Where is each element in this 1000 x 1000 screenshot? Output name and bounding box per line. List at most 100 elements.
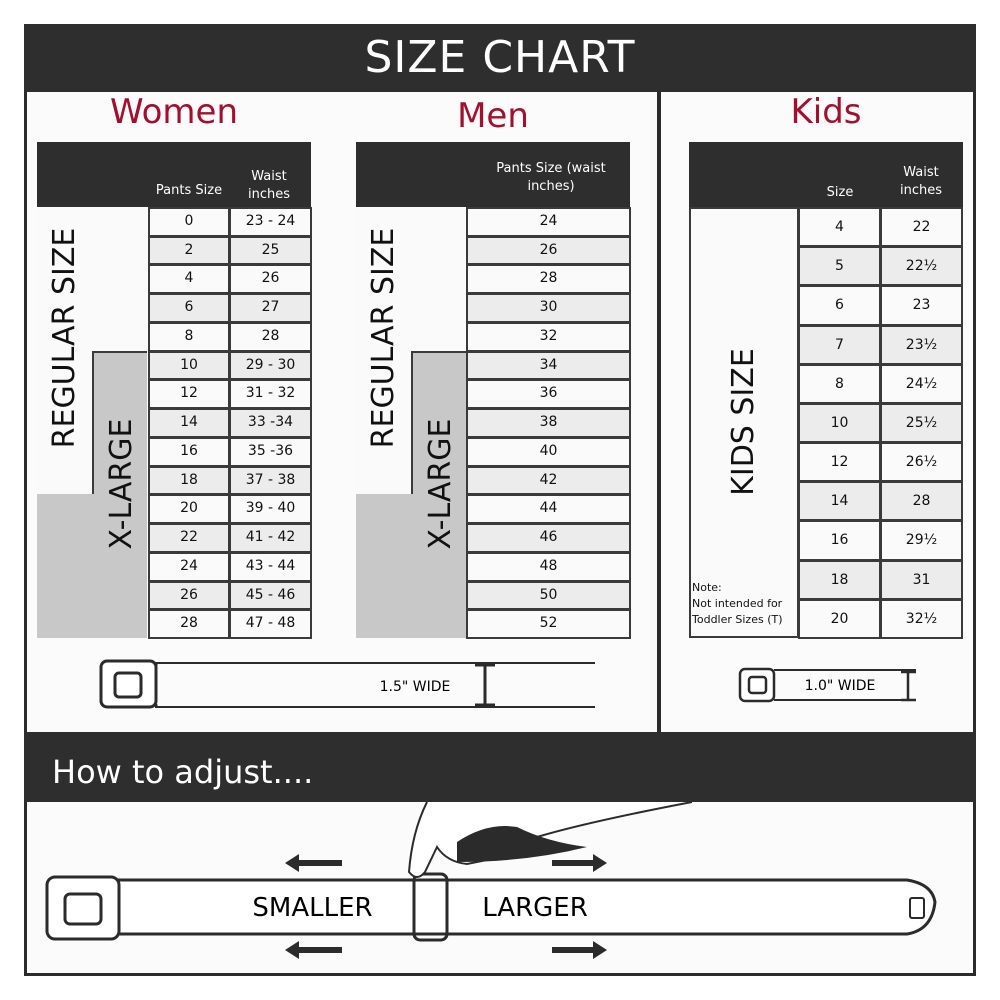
women-pants-size-cell: 12 (148, 379, 230, 410)
kids-size-cell: 4 (798, 207, 881, 248)
women-waist-cell: 35 -36 (229, 436, 312, 467)
kids-size-cell: 16 (798, 520, 881, 561)
women-waist-cell: 45 - 46 (229, 580, 312, 611)
kids-col-size: Size (826, 185, 854, 200)
men-pants-size-cell: 28 (466, 264, 631, 295)
kids-size-cell: 6 (798, 285, 881, 326)
women-waist-cell: 43 - 44 (229, 551, 312, 582)
kids-waist-cell: 28 (880, 481, 963, 522)
women-title: Women (109, 92, 238, 132)
hand-icon (407, 802, 693, 878)
women-pants-size-cell: 24 (148, 551, 230, 582)
page-title: SIZE CHART (24, 24, 976, 92)
women-col-waist: Waist inches (247, 169, 290, 202)
women-pants-size-cell: 18 (148, 465, 230, 496)
men-pants-size-cell: 24 (466, 207, 631, 237)
women-waist-cell: 26 (229, 264, 312, 295)
kids-waist-cell: 31 (880, 559, 963, 600)
kids-waist-cell: 32½ (880, 598, 963, 639)
kids-note: Note: Not intended for Toddler Sizes (T) (692, 580, 797, 628)
men-xlarge-label: X-LARGE (423, 418, 458, 550)
arrow-left-icon (285, 854, 342, 872)
men-pants-size-cell: 44 (466, 494, 631, 525)
women-pants-size-cell: 22 (148, 523, 230, 553)
women-xlarge-label: X-LARGE (104, 418, 139, 550)
smaller-label: SMALLER (252, 893, 373, 923)
kids-table-header: Size Waist inches (689, 142, 963, 207)
women-waist-cell: 31 - 32 (229, 379, 312, 410)
kids-size-label: KIDS SIZE (726, 348, 761, 496)
men-pants-size-cell: 30 (466, 293, 631, 323)
women-table-header: Pants Size Waist inches (37, 142, 311, 207)
women-waist-cell: 29 - 30 (229, 350, 312, 381)
kids-size-cell: 7 (798, 324, 881, 365)
men-table-header: Pants Size (waist inches) (356, 142, 630, 207)
kids-waist-cell: 29½ (880, 520, 963, 561)
adjust-heading: How to adjust.... (24, 732, 976, 802)
men-pants-size-cell: 42 (466, 465, 631, 496)
women-pants-size-cell: 4 (148, 264, 230, 295)
arrow-left-icon (285, 941, 342, 959)
women-pants-size-cell: 20 (148, 494, 230, 525)
kids-waist-cell: 22½ (880, 246, 963, 287)
adult-belt-illustration (99, 659, 595, 709)
men-title: Men (457, 96, 529, 136)
larger-label: LARGER (482, 893, 588, 923)
kids-col-waist: Waist inches (899, 165, 942, 198)
women-waist-cell: 47 - 48 (229, 609, 312, 639)
arrow-right-icon (552, 854, 607, 872)
kids-size-cell: 18 (798, 559, 881, 600)
kids-size-cell: 5 (798, 246, 881, 287)
men-pants-size-cell: 40 (466, 436, 631, 467)
kids-waist-cell: 26½ (880, 442, 963, 483)
kids-size-cell: 14 (798, 481, 881, 522)
adjust-illustration (45, 802, 937, 959)
women-pants-size-cell: 26 (148, 580, 230, 611)
women-regular-label: REGULAR SIZE (47, 227, 82, 449)
arrow-right-icon (552, 941, 607, 959)
kids-waist-cell: 23½ (880, 324, 963, 365)
men-col-pants-size: Pants Size (waist inches) (496, 161, 606, 194)
kids-size-cell: 8 (798, 363, 881, 404)
women-pants-size-cell: 10 (148, 350, 230, 381)
men-pants-size-cell: 38 (466, 408, 631, 438)
women-waist-cell: 33 -34 (229, 408, 312, 438)
kids-size-cell: 12 (798, 442, 881, 483)
men-pants-size-cell: 34 (466, 350, 631, 381)
kids-note-title: Note: (692, 581, 722, 594)
kids-title: Kids (790, 92, 862, 132)
women-pants-size-cell: 6 (148, 293, 230, 323)
women-pants-size-cell: 16 (148, 436, 230, 467)
men-pants-size-cell: 46 (466, 523, 631, 553)
women-pants-size-cell: 28 (148, 609, 230, 639)
women-waist-cell: 39 - 40 (229, 494, 312, 525)
kids-note-text: Not intended for Toddler Sizes (T) (692, 597, 783, 626)
adult-belt-width: 1.5" WIDE (379, 679, 451, 695)
women-waist-cell: 23 - 24 (229, 207, 312, 237)
section-divider (657, 92, 661, 732)
women-waist-cell: 25 (229, 235, 312, 266)
adjuster-loop-icon (412, 872, 449, 942)
women-pants-size-cell: 8 (148, 321, 230, 352)
kids-size-cell: 10 (798, 402, 881, 444)
men-pants-size-cell: 48 (466, 551, 631, 582)
men-regular-label: REGULAR SIZE (366, 227, 401, 449)
kids-belt-width: 1.0" WIDE (804, 678, 876, 694)
kids-waist-cell: 23 (880, 285, 963, 326)
women-col-pants-size: Pants Size (155, 183, 223, 198)
men-pants-size-cell: 32 (466, 321, 631, 352)
women-pants-size-cell: 14 (148, 408, 230, 438)
men-pants-size-cell: 26 (466, 235, 631, 266)
kids-waist-cell: 25½ (880, 402, 963, 444)
kids-size-cell: 20 (798, 598, 881, 639)
women-pants-size-cell: 2 (148, 235, 230, 266)
women-xlarge-block-lower (37, 494, 147, 638)
men-pants-size-cell: 52 (466, 609, 631, 639)
women-waist-cell: 41 - 42 (229, 523, 312, 553)
kids-waist-cell: 22 (880, 207, 963, 248)
men-pants-size-cell: 50 (466, 580, 631, 611)
kids-belt-illustration (738, 667, 916, 703)
men-xlarge-block-lower (356, 494, 466, 638)
women-waist-cell: 37 - 38 (229, 465, 312, 496)
men-pants-size-cell: 36 (466, 379, 631, 410)
